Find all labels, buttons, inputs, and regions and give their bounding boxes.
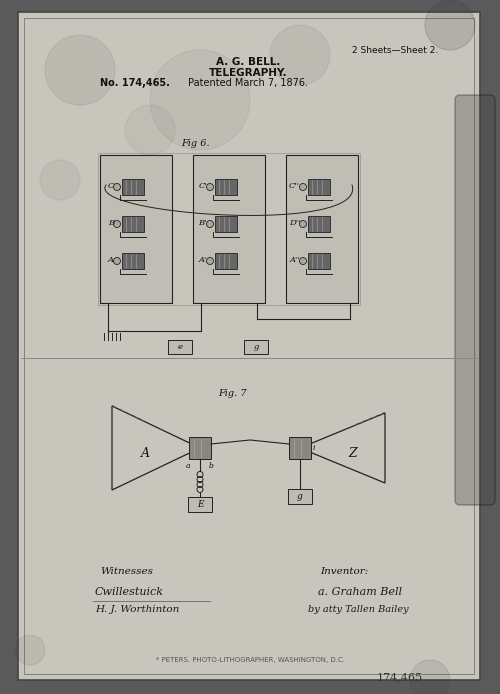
Text: e: e xyxy=(178,343,182,351)
Text: A: A xyxy=(108,256,114,264)
Text: 174,465: 174,465 xyxy=(377,672,423,682)
Circle shape xyxy=(425,0,475,50)
Text: * PETERS. PHOTO-LITHOGRAPHER, WASHINGTON, D.C.: * PETERS. PHOTO-LITHOGRAPHER, WASHINGTON… xyxy=(156,657,344,663)
Bar xyxy=(215,216,237,232)
FancyBboxPatch shape xyxy=(455,95,495,505)
Text: C'': C'' xyxy=(289,182,300,190)
Bar xyxy=(308,179,330,195)
Circle shape xyxy=(410,660,450,694)
Text: A: A xyxy=(140,446,149,459)
Bar xyxy=(98,153,360,305)
Circle shape xyxy=(15,635,45,665)
Bar xyxy=(168,340,192,354)
Circle shape xyxy=(45,35,115,105)
Bar xyxy=(286,155,358,303)
Circle shape xyxy=(206,221,214,228)
Text: a: a xyxy=(186,462,190,470)
Circle shape xyxy=(150,50,250,150)
Circle shape xyxy=(206,183,214,190)
Bar xyxy=(308,216,330,232)
Text: Patented March 7, 1876.: Patented March 7, 1876. xyxy=(188,78,308,88)
Text: A'': A'' xyxy=(290,256,300,264)
Circle shape xyxy=(270,25,330,85)
Text: H. J. Worthinton: H. J. Worthinton xyxy=(95,605,179,614)
Text: C': C' xyxy=(198,182,207,190)
Text: A': A' xyxy=(199,256,207,264)
Circle shape xyxy=(125,105,175,155)
Bar xyxy=(289,437,311,459)
Text: D'': D'' xyxy=(289,219,300,227)
Text: a. Graham Bell: a. Graham Bell xyxy=(318,587,402,597)
Bar xyxy=(244,340,268,354)
Text: B: B xyxy=(108,219,114,227)
Text: i: i xyxy=(313,444,316,452)
Bar xyxy=(100,155,172,303)
Bar xyxy=(193,155,265,303)
Text: Z: Z xyxy=(348,446,358,459)
Bar xyxy=(188,497,212,512)
Text: C: C xyxy=(108,182,114,190)
Bar xyxy=(308,253,330,269)
Circle shape xyxy=(114,183,120,190)
Circle shape xyxy=(300,257,306,264)
Circle shape xyxy=(300,183,306,190)
Text: Fig 6.: Fig 6. xyxy=(180,139,210,148)
Circle shape xyxy=(40,160,80,200)
Text: A. G. BELL.: A. G. BELL. xyxy=(216,57,280,67)
Text: Fig. 7: Fig. 7 xyxy=(218,389,246,398)
Bar xyxy=(122,216,144,232)
Circle shape xyxy=(114,257,120,264)
Text: E: E xyxy=(196,500,203,509)
Text: 2 Sheets—Sheet 2.: 2 Sheets—Sheet 2. xyxy=(352,46,438,55)
Bar xyxy=(215,179,237,195)
Text: Cwillestuick: Cwillestuick xyxy=(95,587,164,597)
Text: B': B' xyxy=(198,219,207,227)
Bar xyxy=(189,437,211,459)
Bar xyxy=(215,253,237,269)
Circle shape xyxy=(206,257,214,264)
Text: by atty Tallen Bailey: by atty Tallen Bailey xyxy=(308,605,408,614)
Text: Inventor:: Inventor: xyxy=(320,568,368,577)
Text: Witnesses: Witnesses xyxy=(100,568,153,577)
Text: No. 174,465.: No. 174,465. xyxy=(100,78,170,88)
Bar xyxy=(122,179,144,195)
Bar xyxy=(288,489,312,504)
Text: g: g xyxy=(254,343,258,351)
Text: g: g xyxy=(297,492,303,501)
Circle shape xyxy=(114,221,120,228)
Text: b: b xyxy=(208,462,214,470)
Bar xyxy=(122,253,144,269)
Circle shape xyxy=(300,221,306,228)
Text: TELEGRAPHY.: TELEGRAPHY. xyxy=(208,68,288,78)
